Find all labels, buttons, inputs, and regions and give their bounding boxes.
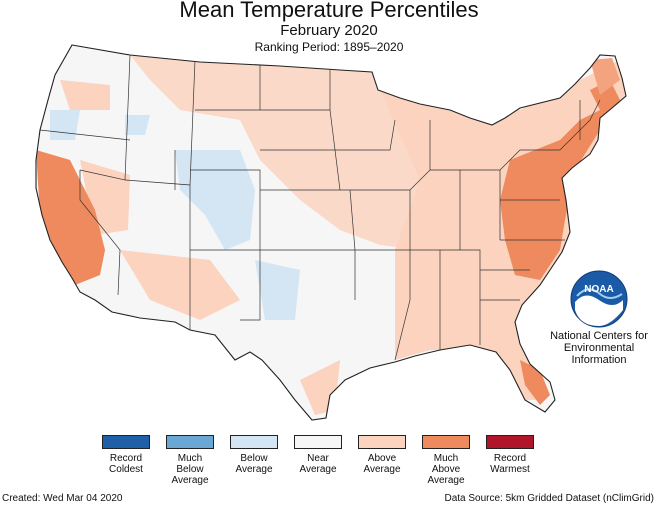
legend-swatch-near (294, 435, 342, 449)
much-above-average-region (590, 58, 620, 95)
state-boundaries (39, 54, 601, 361)
much-above-average-region (36, 150, 105, 285)
legend-line: Average (299, 464, 337, 475)
legend-label-below: Below Average (218, 453, 290, 475)
above-average-region (130, 55, 470, 250)
legend-swatch-much-below (166, 435, 214, 449)
legend-line: Average (427, 475, 465, 486)
legend-label-near: Near Average (282, 453, 354, 475)
legend-swatch-above (358, 435, 406, 449)
created-date: Created: Wed Mar 04 2020 (2, 493, 123, 504)
legend-line: Near (307, 453, 329, 464)
ncei-line: Information (571, 354, 627, 366)
legend-line: Record (493, 453, 527, 464)
legend-line: Average (171, 475, 209, 486)
legend-label-record-coldest: Record Coldest (90, 453, 162, 475)
anomaly-regions (36, 55, 626, 415)
below-average-region (175, 150, 255, 250)
legend-line: Average (363, 464, 401, 475)
above-average-region (60, 80, 110, 110)
ncei-name: National Centers for Environmental Infor… (540, 330, 658, 366)
legend-line: Much (433, 453, 459, 464)
legend-line: Above (431, 464, 461, 475)
ncei-line: National Centers for (550, 330, 648, 342)
legend-swatch-record-warmest (486, 435, 534, 449)
legend-line: Below (176, 464, 204, 475)
noaa-logo: NOAA (570, 270, 628, 328)
legend-line: Coldest (109, 464, 143, 475)
legend-line: Below (240, 453, 268, 464)
below-average-region (255, 260, 300, 320)
data-source: Data Source: 5km Gridded Dataset (nClimG… (444, 493, 654, 504)
much-above-average-region (520, 360, 550, 405)
legend-label-much-below: Much Below Average (154, 453, 226, 486)
below-average-region (50, 110, 80, 140)
legend-swatch-record-coldest (102, 435, 150, 449)
legend-swatch-much-above (422, 435, 470, 449)
ncei-line: Environmental (563, 342, 635, 354)
legend-line: Record (109, 453, 143, 464)
above-average-region (120, 250, 240, 320)
legend-swatch-below (230, 435, 278, 449)
noaa-logo-text: NOAA (584, 284, 613, 295)
legend-line: Much (177, 453, 203, 464)
below-average-region (125, 115, 150, 135)
ranking-period: Ranking Period: 1895–2020 (254, 40, 404, 54)
legend-label-above: Above Average (346, 453, 418, 475)
legend-label-record-warmest: Record Warmest (474, 453, 546, 475)
much-above-average-region (500, 80, 620, 280)
legend-label-much-above: Much Above Average (410, 453, 482, 486)
map-subtitle: February 2020 (280, 22, 378, 39)
legend-line: Average (235, 464, 273, 475)
legend-line: Warmest (490, 464, 530, 475)
legend-line: Above (367, 453, 397, 464)
map-title: Mean Temperature Percentiles (179, 0, 479, 22)
